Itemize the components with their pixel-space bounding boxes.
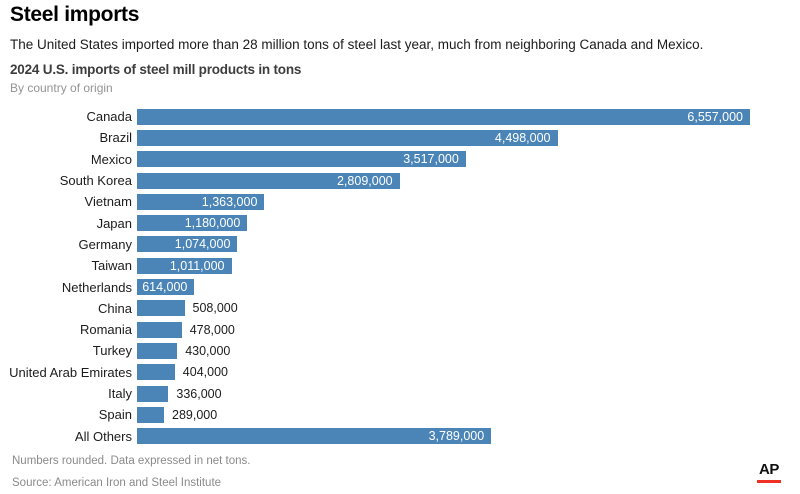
value-label: 2,809,000: [336, 173, 393, 188]
bar: 4,498,000: [137, 129, 558, 146]
value-label: 404,000: [182, 365, 228, 380]
chart-title: 2024 U.S. imports of steel mill products…: [10, 62, 302, 77]
bar-row: Spain 289,000: [0, 404, 800, 425]
bar: 1,180,000: [137, 215, 248, 232]
bar-row: Romania 478,000: [0, 319, 800, 340]
value-label: 3,789,000: [428, 429, 485, 444]
description-text: The United States imported more than 28 …: [10, 37, 704, 52]
category-label: Japan: [96, 215, 132, 231]
bar-row: South Korea 2,809,000: [0, 170, 800, 191]
page-title: Steel imports: [10, 3, 140, 26]
category-label: Spain: [98, 407, 132, 423]
bar: 1,011,000: [137, 257, 232, 274]
bar-row: Brazil 4,498,000: [0, 127, 800, 148]
value-label: 1,363,000: [201, 194, 258, 209]
value-label: 289,000: [172, 407, 218, 422]
ap-logo: AP: [757, 461, 781, 483]
bar: 1,363,000: [137, 193, 265, 210]
bar-chart: Canada 6,557,000 Brazil 4,498,000 Mexico 3,51…: [0, 106, 800, 447]
value-label: 1,074,000: [174, 237, 231, 252]
bar: 3,517,000: [137, 151, 466, 168]
bar: [137, 321, 182, 338]
bar: [137, 300, 185, 317]
bar-row: Canada 6,557,000: [0, 106, 800, 127]
bar-row: Vietnam 1,363,000: [0, 191, 800, 212]
category-label: Taiwan: [91, 258, 132, 274]
source-line: Source: American Iron and Steel Institut…: [12, 477, 222, 489]
bar: [137, 406, 164, 423]
bar-row: Mexico 3,517,000: [0, 149, 800, 170]
category-label: Turkey: [92, 343, 132, 359]
bar: 1,074,000: [137, 236, 238, 253]
bar: [137, 342, 178, 359]
value-label: 508,000: [192, 301, 238, 316]
category-label: Italy: [108, 386, 132, 401]
bar-row: Taiwan 1,011,000: [0, 255, 800, 276]
category-label: Mexico: [90, 151, 132, 167]
bar: [137, 364, 175, 381]
bar-row: Japan 1,180,000: [0, 212, 800, 233]
bar-row: Germany 1,074,000: [0, 234, 800, 255]
category-label: Netherlands: [61, 279, 132, 295]
value-label: 6,557,000: [687, 109, 743, 124]
category-label: Romania: [79, 322, 132, 338]
category-label: Vietnam: [84, 194, 132, 210]
bar-row: China 508,000: [0, 298, 800, 319]
bar-row: Netherlands 614,000: [0, 276, 800, 297]
category-label: China: [98, 300, 132, 316]
value-label: 1,011,000: [169, 258, 225, 273]
bar: 2,809,000: [137, 172, 400, 189]
bar-row: Turkey 430,000: [0, 340, 800, 361]
bar-row: Italy 336,000: [0, 383, 800, 404]
value-label: 614,000: [142, 280, 188, 295]
bar-row: All Others 3,789,000: [0, 425, 800, 446]
category-label: All Others: [74, 428, 132, 444]
value-label: 4,498,000: [494, 130, 551, 145]
category-label: Canada: [86, 109, 132, 125]
bar: 614,000: [137, 279, 195, 296]
value-label: 478,000: [189, 322, 235, 337]
bar: [137, 385, 169, 402]
bar: 6,557,000: [137, 108, 750, 125]
value-label: 1,180,000: [184, 216, 241, 231]
category-label: United Arab Emirates: [9, 364, 132, 380]
category-label: South Korea: [59, 173, 132, 189]
footnote: Numbers rounded. Data expressed in net t…: [12, 455, 251, 467]
bar-row: United Arab Emirates 404,000: [0, 362, 800, 383]
category-label: Brazil: [99, 130, 132, 146]
value-label: 430,000: [185, 343, 231, 358]
value-label: 3,517,000: [403, 152, 459, 167]
chart-subtitle: By country of origin: [10, 81, 113, 95]
category-label: Germany: [78, 236, 132, 252]
value-label: 336,000: [176, 386, 222, 401]
bar: 3,789,000: [137, 428, 492, 445]
